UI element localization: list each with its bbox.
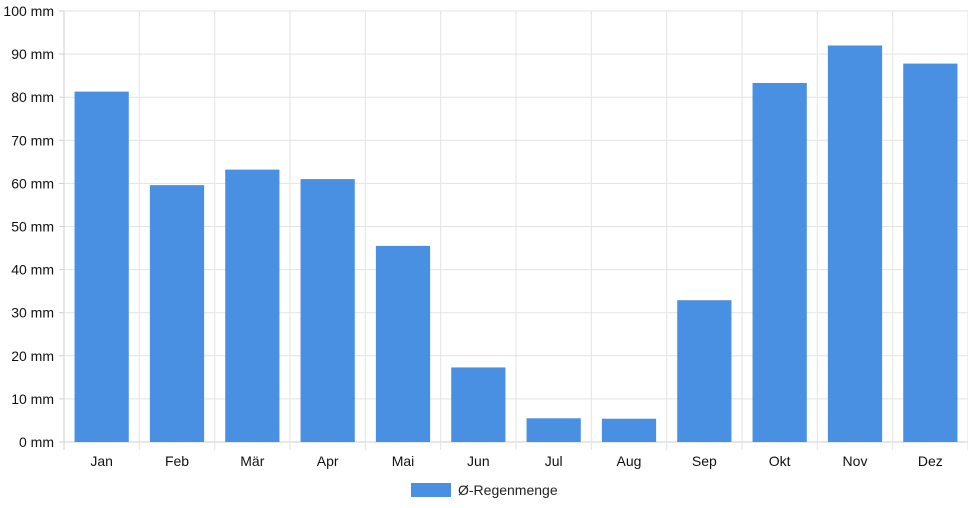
bar-Aug[interactable] <box>601 418 657 442</box>
y-tick-label: 50 mm <box>11 219 54 235</box>
y-tick-label: 70 mm <box>11 132 54 148</box>
y-tick-label: 10 mm <box>11 391 54 407</box>
bar-Okt[interactable] <box>752 82 807 443</box>
grid-lines <box>59 10 968 450</box>
legend-swatch[interactable] <box>411 483 451 497</box>
bar-Nov[interactable] <box>827 45 883 442</box>
y-tick-label: 20 mm <box>11 348 54 364</box>
bar-Sep[interactable] <box>677 300 732 442</box>
x-tick-label: Jan <box>90 453 113 469</box>
y-tick-label: 60 mm <box>11 175 54 191</box>
bar-Feb[interactable] <box>149 185 205 442</box>
x-tick-label: Aug <box>617 453 642 469</box>
x-tick-label: Apr <box>317 453 339 469</box>
bar-Apr[interactable] <box>300 179 355 442</box>
x-tick-label: Jul <box>545 453 563 469</box>
bar-Jun[interactable] <box>451 367 506 442</box>
bar-Mär[interactable] <box>225 169 280 442</box>
y-tick-label: 100 mm <box>3 3 54 19</box>
x-tick-label: Mär <box>240 453 264 469</box>
y-tick-label: 90 mm <box>11 46 54 62</box>
bars <box>74 45 958 443</box>
x-tick-label: Feb <box>165 453 189 469</box>
bar-Mai[interactable] <box>375 245 431 442</box>
x-axis-ticks: Jan Feb Mär Apr Mai Jun Jul Aug Sep Okt Nov Dez <box>90 453 942 469</box>
x-tick-label: Mai <box>392 453 415 469</box>
y-tick-label: 0 mm <box>19 434 54 450</box>
bar-Jul[interactable] <box>526 418 581 442</box>
y-tick-label: 30 mm <box>11 305 54 321</box>
x-tick-label: Nov <box>843 453 868 469</box>
y-tick-label: 40 mm <box>11 262 54 278</box>
legend-label[interactable]: Ø-Regenmenge <box>458 482 558 498</box>
x-tick-label: Dez <box>918 453 943 469</box>
y-axis-ticks: 0 mm 10 mm 20 mm 30 mm 40 mm 50 mm 60 mm 70 mm 8… <box>3 3 54 450</box>
legend[interactable]: Ø-Regenmenge <box>411 482 558 498</box>
bar-Dez[interactable] <box>903 63 958 442</box>
x-tick-label: Sep <box>692 453 717 469</box>
y-tick-label: 80 mm <box>11 89 54 105</box>
x-tick-label: Jun <box>467 453 490 469</box>
bar-Jan[interactable] <box>74 91 129 443</box>
x-tick-label: Okt <box>769 453 791 469</box>
